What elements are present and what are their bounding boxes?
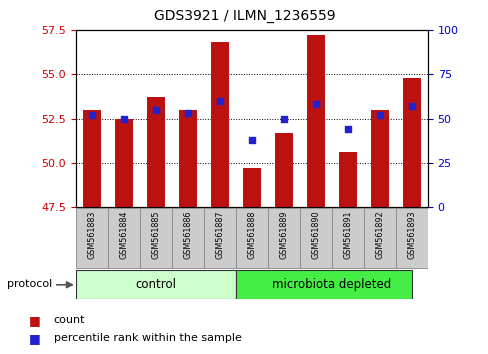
Text: GSM561887: GSM561887 [215,210,224,259]
Point [407,103,415,109]
Text: protocol: protocol [7,279,53,289]
FancyBboxPatch shape [203,208,235,268]
Text: GSM561883: GSM561883 [87,210,96,258]
Bar [211,42,228,207]
FancyBboxPatch shape [267,208,299,268]
Text: GSM561885: GSM561885 [151,210,160,259]
Point [279,116,287,121]
Text: control: control [135,278,176,291]
FancyBboxPatch shape [140,208,171,268]
FancyBboxPatch shape [76,270,235,298]
Point [183,110,191,116]
Bar [243,168,260,207]
FancyBboxPatch shape [108,208,140,268]
Point [375,112,383,118]
FancyBboxPatch shape [236,270,411,298]
Text: GSM561892: GSM561892 [375,210,384,259]
Bar [402,78,420,207]
Point [120,116,127,121]
Text: GSM561893: GSM561893 [407,210,415,259]
Text: GSM561884: GSM561884 [119,210,128,258]
Bar [115,119,132,207]
Text: microbiota depleted: microbiota depleted [272,278,391,291]
FancyBboxPatch shape [363,208,395,268]
Point [247,137,255,143]
Point [311,102,319,107]
Bar [83,110,101,207]
Text: GSM561889: GSM561889 [279,210,288,259]
FancyBboxPatch shape [236,208,267,268]
Bar [370,110,388,207]
Text: GSM561886: GSM561886 [183,210,192,258]
Text: ■: ■ [29,314,41,327]
Point [216,98,224,104]
Text: percentile rank within the sample: percentile rank within the sample [54,333,241,343]
FancyBboxPatch shape [172,208,203,268]
Point [343,126,351,132]
FancyBboxPatch shape [300,208,331,268]
Point [88,112,96,118]
Bar [179,110,196,207]
Text: GDS3921 / ILMN_1236559: GDS3921 / ILMN_1236559 [153,9,335,23]
Bar [306,35,324,207]
Text: GSM561888: GSM561888 [247,210,256,258]
Point [152,107,160,113]
FancyBboxPatch shape [76,208,107,268]
Bar [147,97,164,207]
Bar [338,152,356,207]
Text: GSM561890: GSM561890 [311,210,320,259]
FancyBboxPatch shape [395,208,427,268]
Text: ■: ■ [29,332,41,344]
FancyBboxPatch shape [331,208,363,268]
Text: GSM561891: GSM561891 [343,210,352,259]
Bar [274,133,292,207]
Text: count: count [54,315,85,325]
